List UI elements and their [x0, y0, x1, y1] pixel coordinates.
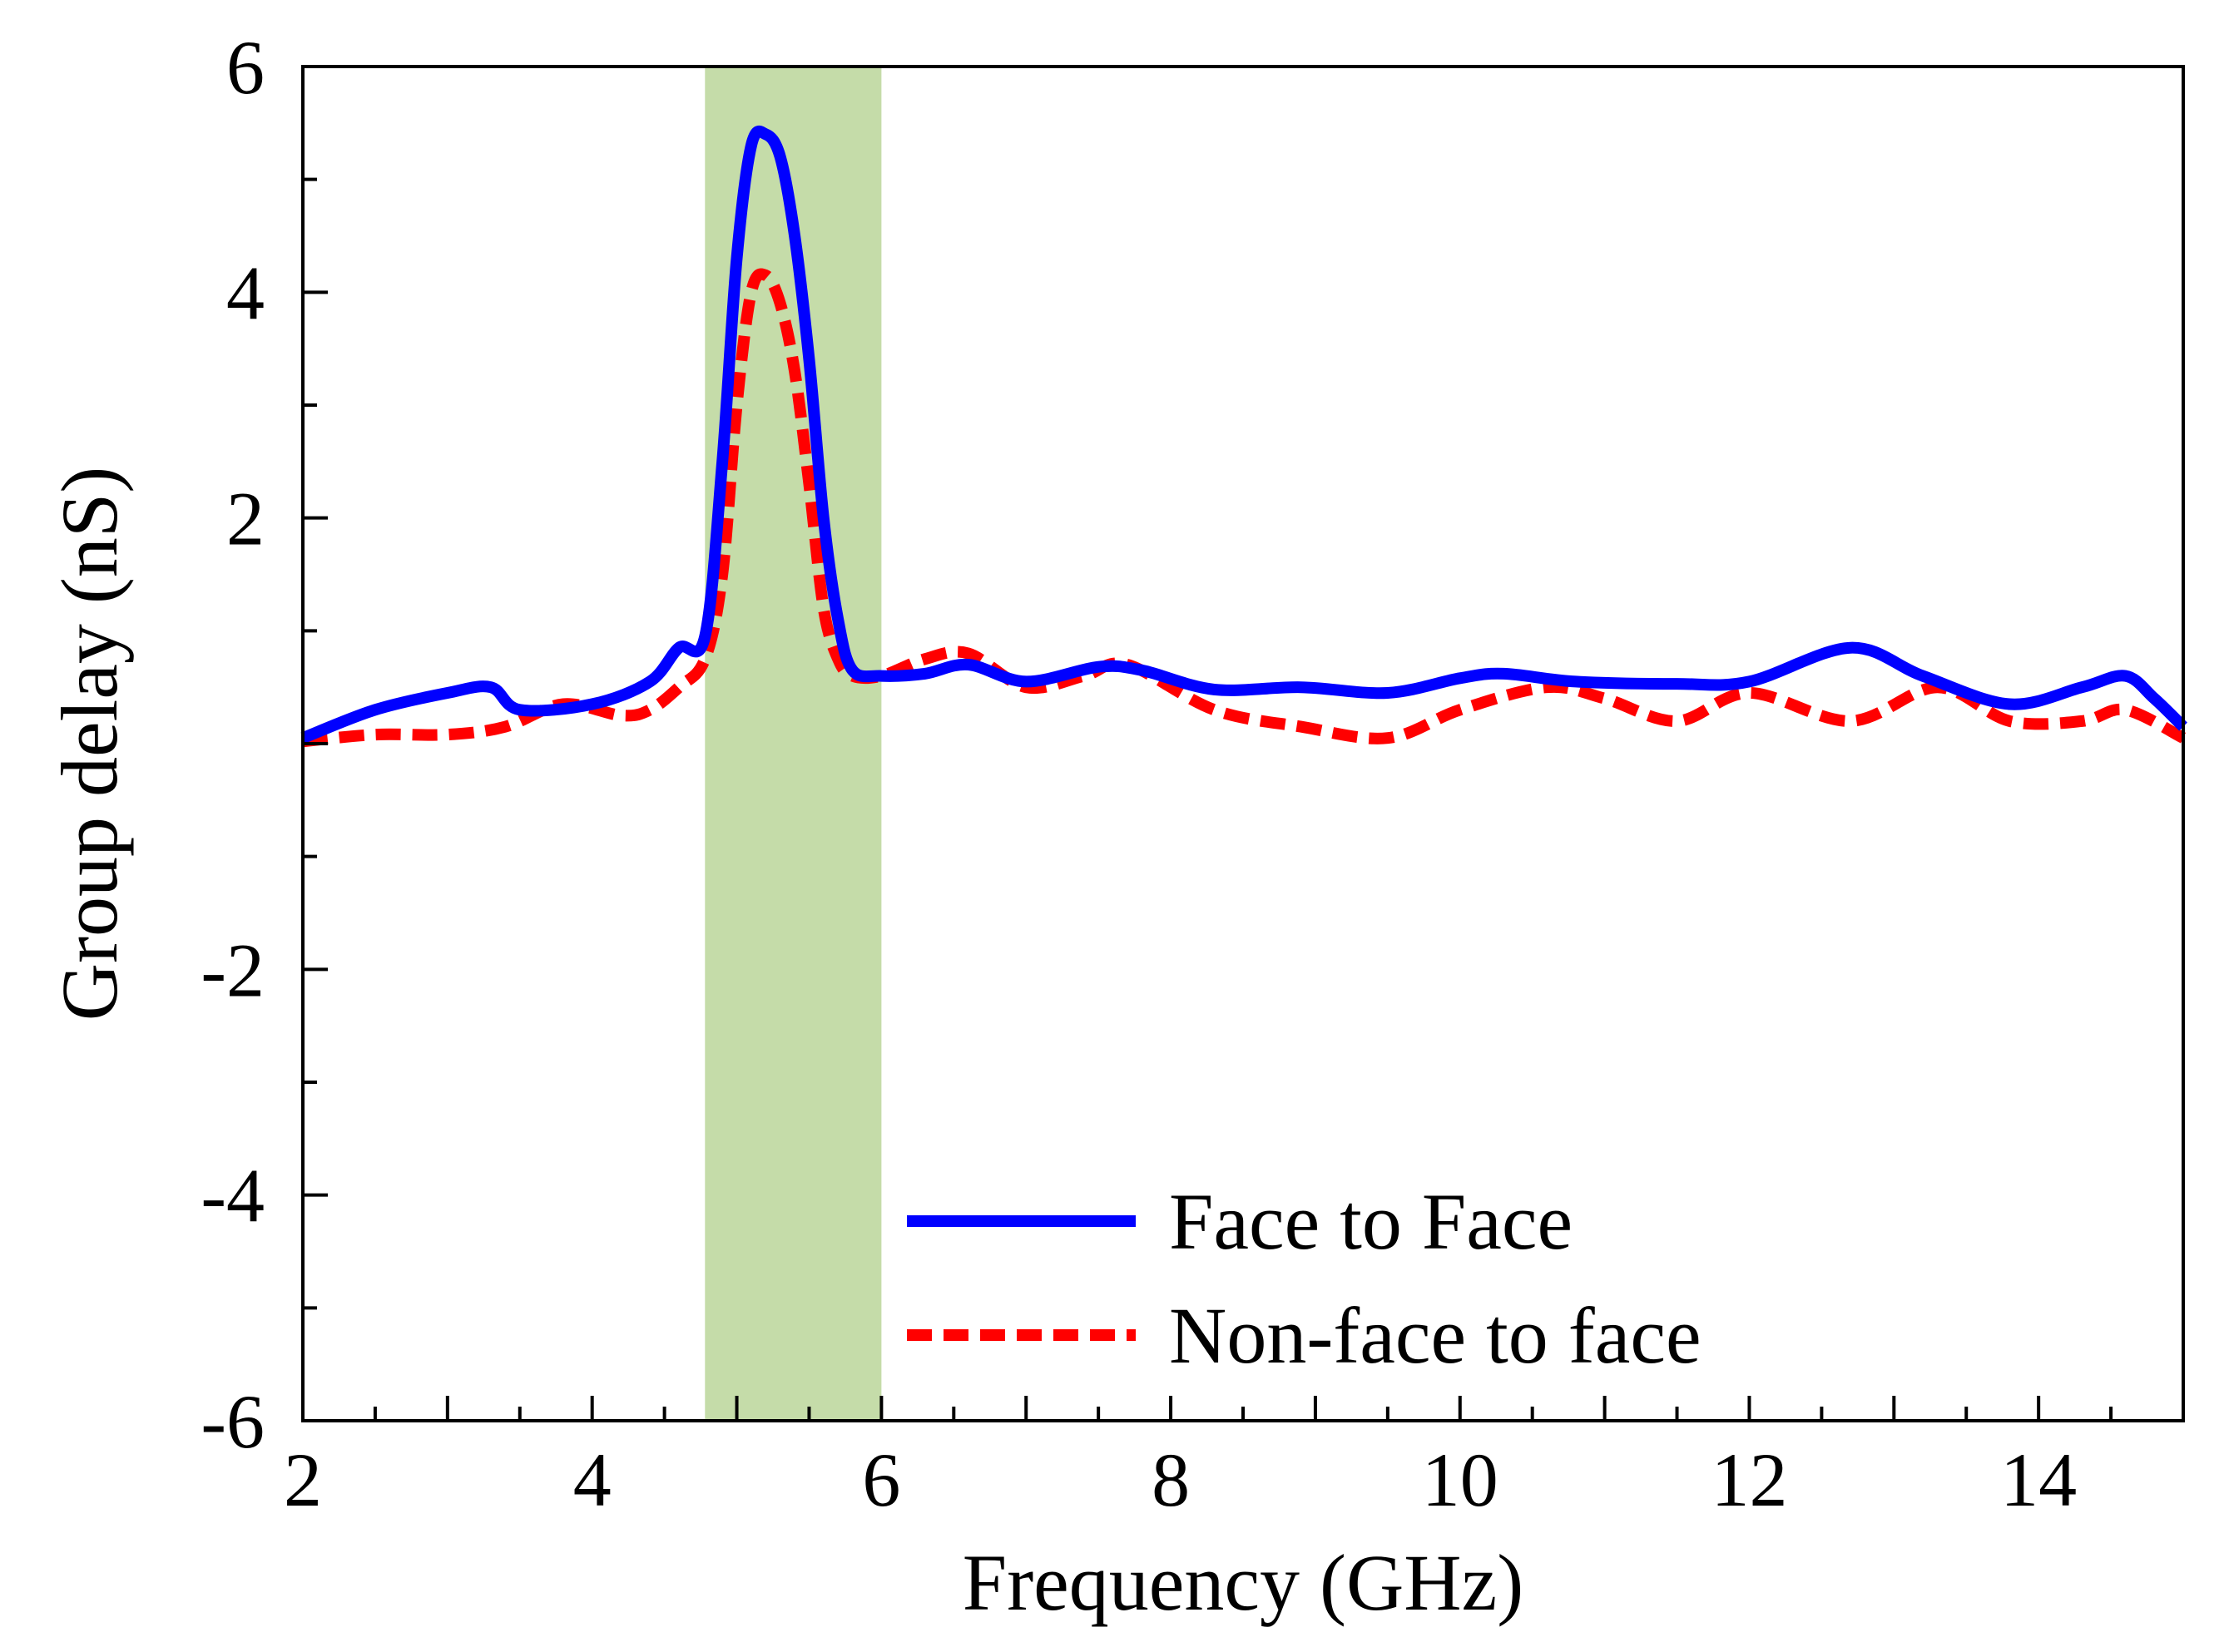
y-tick-label: 4: [226, 250, 265, 335]
x-tick-label: 6: [862, 1437, 900, 1522]
y-axis-title: Group delay (nS): [45, 467, 134, 1021]
tick-labels-layer: 2 4 6 8 10 12 14 -6 -4 -2 2 4 6: [201, 25, 2077, 1522]
y-tick-label: -6: [201, 1379, 265, 1464]
x-tick-label: 14: [2000, 1437, 2077, 1522]
y-tick-label: 2: [226, 477, 265, 561]
y-tick-label: -4: [201, 1154, 265, 1239]
x-tick-label: 8: [1152, 1437, 1190, 1522]
legend: Face to Face Non-face to face: [907, 1177, 1701, 1380]
x-tick-label: 4: [573, 1437, 612, 1522]
x-tick-label: 10: [1422, 1437, 1498, 1522]
legend-label-face-to-face: Face to Face: [1169, 1177, 1573, 1266]
x-tick-label: 2: [284, 1437, 322, 1522]
x-axis-title: Frequency (GHz): [963, 1538, 1523, 1627]
series-line-face-to-face: [300, 126, 2187, 744]
y-tick-label: 6: [226, 25, 265, 110]
y-tick-label: -2: [201, 927, 265, 1012]
ticks-layer: [301, 65, 2185, 1422]
series-layer: [300, 126, 2187, 748]
legend-label-non-face-to-face: Non-face to face: [1169, 1291, 1701, 1380]
x-tick-label: 12: [1711, 1437, 1787, 1522]
